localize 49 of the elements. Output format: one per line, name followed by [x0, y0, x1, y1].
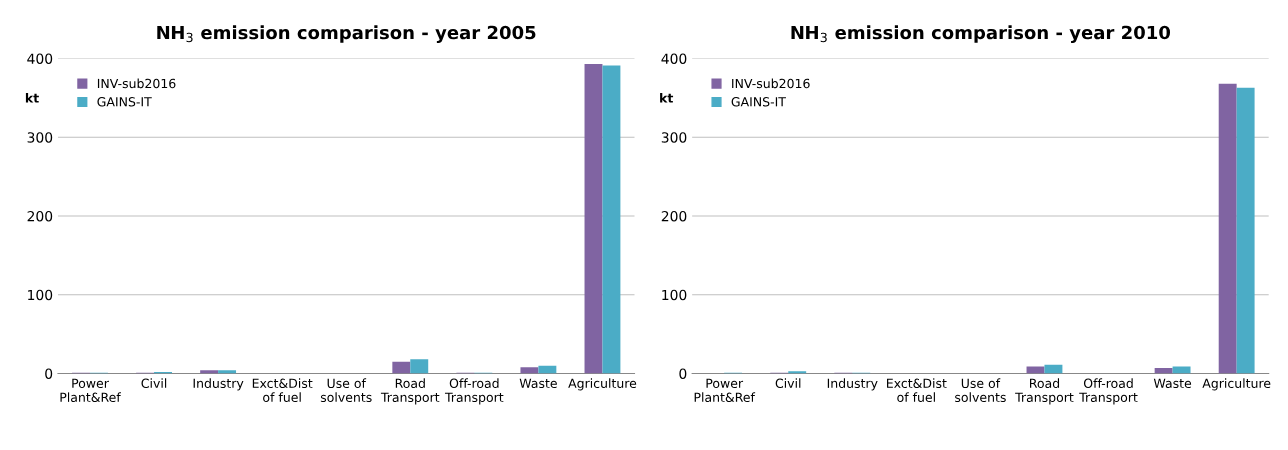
x-tick-label: Use of solvents [320, 378, 372, 403]
x-tick-label: Agriculture [1202, 378, 1271, 391]
x-tick-label: Industry [827, 378, 878, 391]
bar [602, 65, 621, 374]
bar [1172, 366, 1191, 374]
y-tick-label: 0 [45, 368, 53, 379]
y-axis-title: kt [25, 93, 39, 103]
y-tick-label: 300 [27, 132, 53, 143]
x-tick-label: Power Plant&Ref [694, 378, 756, 403]
y-tick-label: 400 [661, 53, 687, 64]
y-axis-title: kt [660, 93, 674, 103]
bar [584, 64, 603, 374]
x-tick-label: Industry [193, 378, 244, 391]
x-tick-label: Civil [775, 378, 801, 389]
y-tick-label: 100 [662, 289, 687, 301]
bar [1044, 364, 1063, 374]
y-tick-label: 300 [661, 132, 687, 143]
legend-label: GAINS-IT [97, 97, 152, 107]
chart-title: NH$_{3}$ emission comparison - year 2005 [157, 25, 536, 43]
x-tick-label: Agriculture [568, 378, 637, 391]
bar [1218, 83, 1237, 374]
x-tick-label: Waste [519, 378, 557, 389]
y-tick-label: 400 [27, 53, 53, 64]
x-tick-label: Off-road Transport [444, 378, 504, 405]
bar [410, 359, 429, 374]
y-tick-label: 100 [28, 289, 53, 301]
legend-label: GAINS-IT [731, 97, 786, 107]
y-tick-label: 0 [679, 368, 687, 379]
x-tick-label: Waste [1153, 378, 1192, 389]
bar [200, 370, 219, 374]
bar [392, 361, 411, 374]
x-tick-label: Exct&Dist of fuel [252, 378, 313, 403]
x-tick-label: Exct&Dist of fuel [887, 378, 947, 403]
x-tick-label: Power Plant&Ref [60, 378, 121, 403]
legend-label: INV-sub2016 [97, 78, 176, 89]
bar [1236, 87, 1255, 374]
bar [218, 370, 237, 374]
x-tick-label: Road Transport [380, 378, 440, 405]
legend-label: INV-sub2016 [732, 78, 810, 89]
x-tick-label: Road Transport [1015, 378, 1074, 405]
x-tick-label: Civil [141, 378, 167, 389]
x-tick-label: Off-road Transport [1079, 378, 1138, 405]
bar [520, 367, 539, 374]
y-tick-label: 200 [661, 210, 687, 222]
bar [1154, 367, 1173, 374]
y-tick-label: 200 [27, 210, 53, 222]
x-tick-label: Use of solvents [955, 378, 1006, 403]
chart-title: NH$_{3}$ emission comparison - year 2010 [791, 25, 1171, 43]
bar [1026, 366, 1045, 374]
